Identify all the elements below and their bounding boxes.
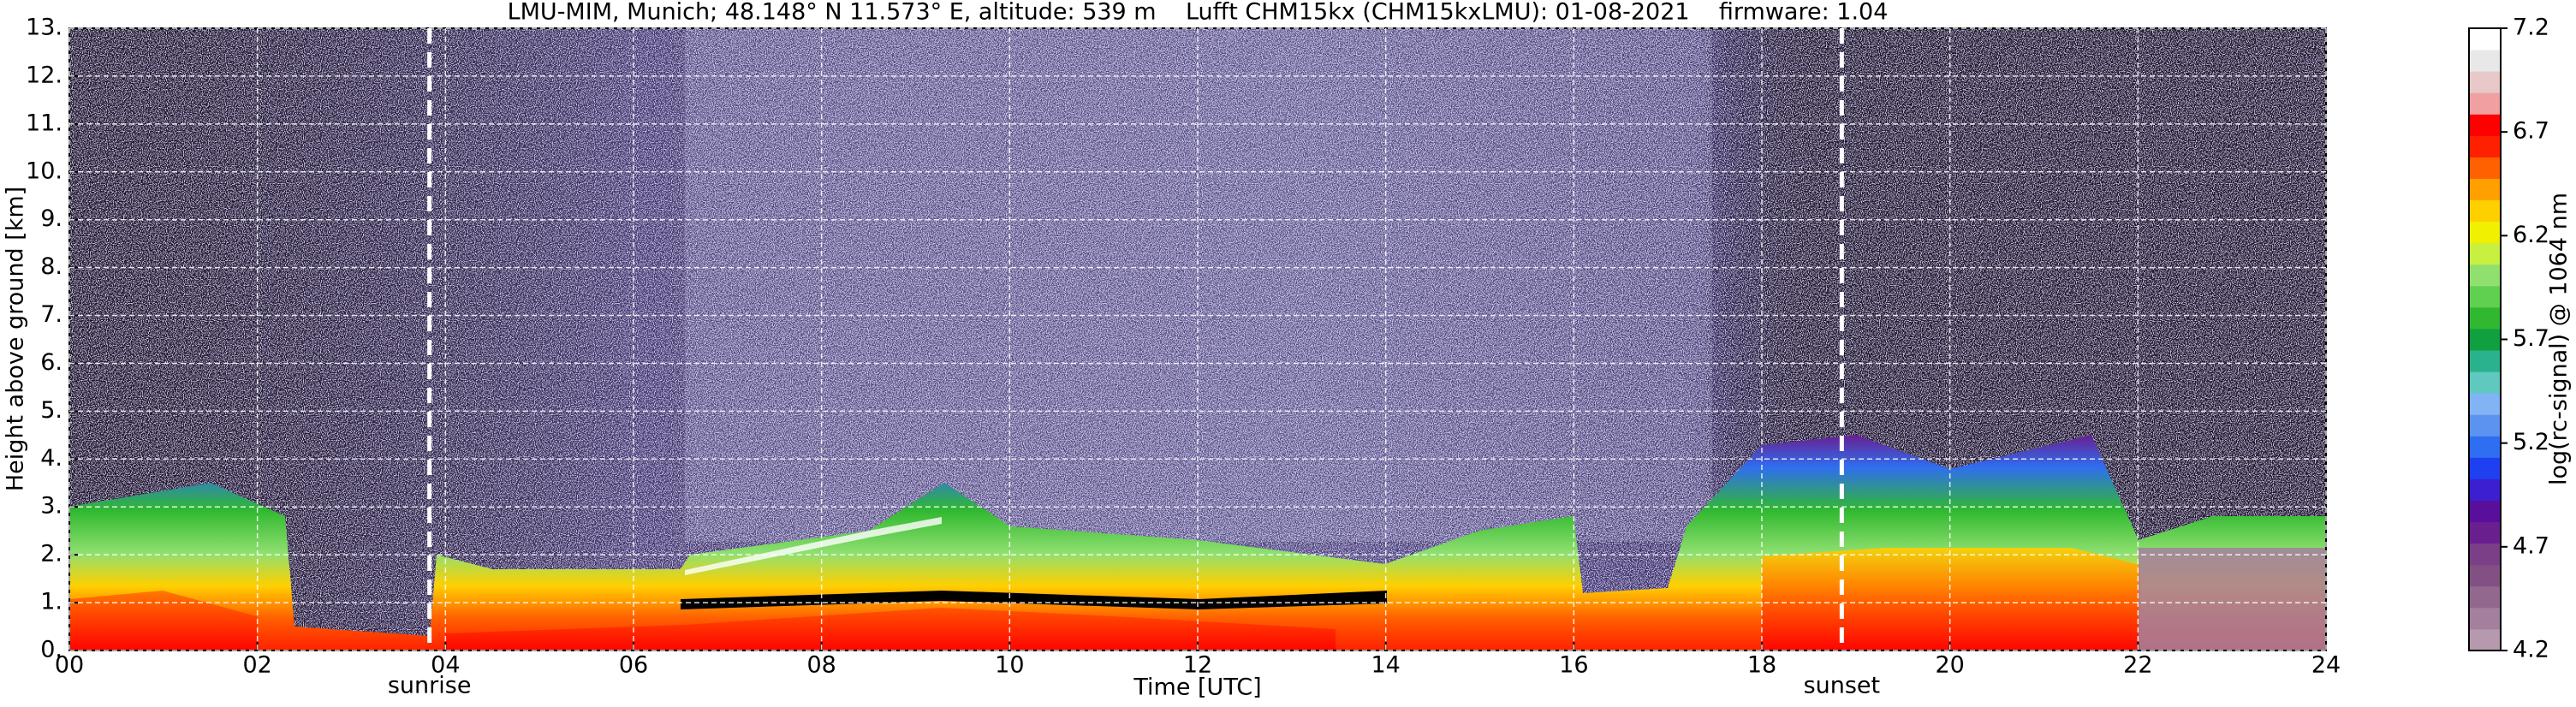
x-tick-label: 14: [1371, 652, 1400, 679]
colorbar-segment: [2469, 393, 2501, 415]
colorbar-segment: [2469, 285, 2501, 308]
x-tick-label: 20: [1935, 652, 1964, 679]
colorbar-segment: [2469, 114, 2501, 136]
x-tick-label: 22: [2123, 652, 2152, 679]
y-tick-label: 4.: [40, 445, 62, 472]
colorbar-segment: [2469, 50, 2501, 72]
y-tick-label: 11.: [26, 110, 62, 136]
x-tick-label: 18: [1747, 652, 1776, 679]
y-tick-label: 10.: [26, 157, 62, 184]
y-tick-label: 13.: [26, 15, 62, 41]
colorbar-tick-label: 4.7: [2513, 532, 2549, 559]
colorbar-segment: [2469, 242, 2501, 265]
x-tick-label: 12: [1183, 652, 1212, 679]
annotation-label: sunset: [1804, 673, 1881, 699]
annotation-label: sunrise: [388, 673, 472, 699]
y-tick-label: 5.: [40, 397, 62, 424]
colorbar-tick-label: 6.7: [2513, 118, 2549, 145]
x-tick-label: 24: [2311, 652, 2341, 679]
colorbar-segment: [2469, 350, 2501, 372]
colorbar-segment: [2469, 564, 2501, 587]
y-tick-label: 7.: [40, 301, 62, 328]
colorbar-segment: [2469, 199, 2501, 223]
x-tick-label: 02: [242, 652, 271, 679]
y-tick-label: 8.: [40, 253, 62, 280]
colorbar-segment: [2469, 543, 2501, 566]
colorbar-segment: [2469, 264, 2501, 287]
y-tick-label: 9.: [40, 205, 62, 232]
colorbar-segment: [2469, 157, 2501, 179]
colorbar-tick-label: 5.7: [2513, 325, 2549, 352]
colorbar-segment: [2469, 28, 2501, 50]
y-tick-label: 6.: [40, 349, 62, 376]
colorbar-tick-label: 6.2: [2513, 222, 2549, 248]
colorbar-label: log(rc-signal) @ 1064 nm: [2546, 193, 2573, 485]
y-axis-label: Height above ground [km]: [3, 187, 29, 491]
colorbar-segment: [2469, 221, 2501, 244]
colorbar-segment: [2469, 71, 2501, 93]
colorbar-segment: [2469, 607, 2501, 630]
colorbar-tick-label: 7.2: [2513, 15, 2549, 41]
colorbar-segment: [2469, 436, 2501, 458]
y-tick-label: 3.: [40, 493, 62, 520]
x-tick-label: 00: [55, 652, 84, 679]
chart-title: LMU-MIM, Munich; 48.148° N 11.573° E, al…: [508, 0, 1889, 26]
colorbar-segment: [2469, 178, 2501, 201]
x-tick-label: 08: [806, 652, 836, 679]
colorbar-segment: [2469, 371, 2501, 394]
colorbar-segment: [2469, 628, 2501, 651]
y-tick-label: 0.: [40, 637, 62, 663]
colorbar-segment: [2469, 457, 2501, 479]
colorbar-segment: [2469, 135, 2501, 157]
colorbar-tick-label: 4.2: [2513, 637, 2549, 663]
y-tick-label: 2.: [40, 541, 62, 567]
colorbar-segment: [2469, 328, 2501, 351]
colorbar-segment: [2469, 92, 2501, 115]
y-tick-label: 1.: [40, 589, 62, 615]
colorbar-segment: [2469, 478, 2501, 502]
colorbar-segment: [2469, 414, 2501, 437]
colorbar-segment: [2469, 500, 2501, 523]
colorbar-segment: [2469, 521, 2501, 544]
x-tick-label: 16: [1559, 652, 1588, 679]
colorbar-tick-label: 5.2: [2513, 429, 2549, 455]
colorbar-segment: [2469, 306, 2501, 330]
colorbar-segment: [2469, 585, 2501, 609]
x-tick-label: 06: [619, 652, 648, 679]
x-tick-label: 10: [995, 652, 1024, 679]
x-axis-label: Time [UTC]: [1133, 674, 1261, 701]
y-tick-label: 12.: [26, 62, 62, 88]
x-tick-label: 04: [431, 652, 460, 679]
